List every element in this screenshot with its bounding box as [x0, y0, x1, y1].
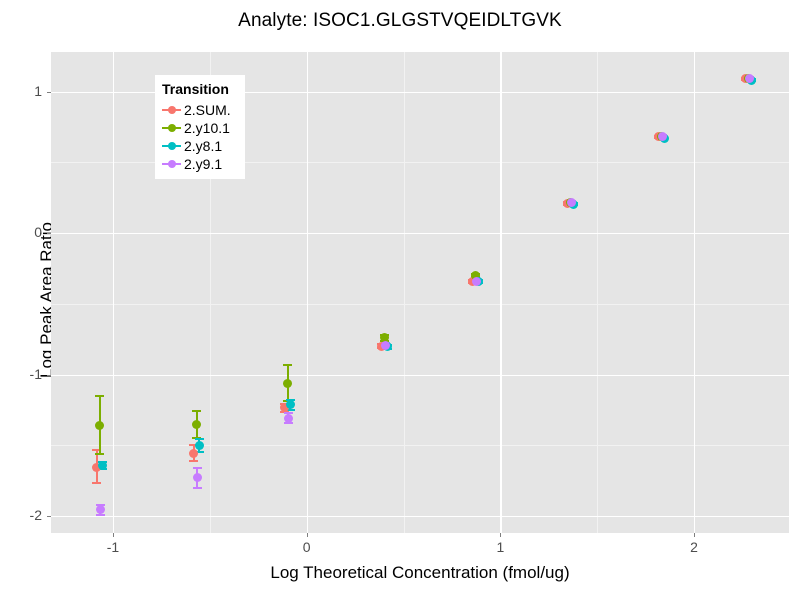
y-axis-tick-label: -2 — [29, 507, 42, 524]
legend-item-label: 2.y9.1 — [184, 156, 223, 172]
data-point — [280, 403, 290, 413]
error-bar-cap — [95, 452, 105, 455]
data-point — [192, 420, 202, 430]
gridline-major-x — [306, 52, 309, 533]
data-point — [92, 462, 102, 472]
gridline-major-y — [51, 516, 789, 518]
legend-swatch-icon — [162, 102, 181, 119]
gridline-major-x — [500, 52, 502, 533]
error-bar-cap — [194, 437, 204, 440]
error-bar-cap — [285, 408, 295, 411]
gridline-major-y — [51, 374, 789, 376]
legend-swatch-icon — [162, 120, 181, 137]
gridline-minor-x — [403, 52, 405, 533]
error-bar-cap — [194, 450, 204, 453]
data-point — [657, 131, 667, 141]
y-axis-tick-label: 0 — [34, 224, 42, 241]
data-point — [285, 400, 295, 410]
data-point — [566, 197, 576, 207]
data-point — [192, 473, 202, 483]
x-axis-tick-label: 2 — [690, 539, 698, 555]
data-point — [471, 276, 481, 286]
x-axis-tick-label: 0 — [302, 539, 311, 555]
legend-item[interactable]: 2.SUM. — [162, 101, 238, 119]
gridline-major-y — [51, 233, 789, 235]
legend-entries: 2.SUM. 2.y10.1 2.y8.1 2.y9.1 — [162, 101, 238, 173]
data-point — [194, 440, 204, 450]
page-title: Analyte: ISOC1.GLGSTVQEIDLTGVK — [238, 10, 562, 31]
data-point — [189, 448, 199, 458]
error-bar-cap — [95, 503, 105, 506]
x-axis-tick-label: -1 — [106, 539, 120, 555]
legend-swatch-icon — [162, 156, 181, 173]
error-bar-cap — [95, 394, 105, 397]
data-point — [95, 505, 105, 515]
error-bar-cap — [189, 459, 199, 462]
legend-swatch-icon — [162, 138, 181, 155]
error-bar-cap — [92, 482, 102, 485]
error-bar-cap — [192, 466, 202, 469]
data-point — [283, 413, 293, 423]
legend-item[interactable]: 2.y10.1 — [162, 119, 238, 137]
legend-item-label: 2.y8.1 — [184, 138, 223, 154]
gridline-major-x — [694, 52, 696, 533]
legend-item[interactable]: 2.y8.1 — [162, 137, 238, 155]
error-bar-cap — [285, 399, 295, 402]
data-point — [380, 333, 390, 343]
data-point — [97, 460, 107, 470]
x-axis-tick — [306, 533, 308, 537]
y-axis-tick-label: -1 — [29, 365, 42, 382]
gridline-minor-x — [597, 52, 599, 533]
y-axis-tick — [47, 516, 51, 518]
x-axis-label: Log Theoretical Concentration (fmol/ug) — [270, 563, 570, 582]
error-bar-cap — [283, 363, 293, 366]
x-axis-tick — [500, 533, 502, 537]
legend-title: Transition — [162, 81, 229, 97]
data-point — [380, 341, 390, 351]
gridline-minor-y — [51, 162, 789, 164]
data-point — [95, 420, 105, 430]
y-axis-tick — [47, 233, 51, 235]
gridline-major-y — [51, 91, 789, 93]
legend-item[interactable]: 2.y9.1 — [162, 155, 238, 173]
legend-item-label: 2.SUM. — [184, 102, 231, 118]
y-axis-tick-label: 1 — [34, 82, 42, 99]
error-bar-cap — [95, 513, 105, 516]
gridline-major-x — [112, 52, 115, 533]
gridline-minor-y — [51, 303, 789, 305]
x-axis-tick — [112, 533, 114, 537]
gridline-minor-y — [51, 445, 789, 447]
x-axis-tick-label: 1 — [496, 539, 505, 555]
error-bar-cap — [92, 448, 102, 451]
legend: Transition 2.SUM. 2.y10.1 2.y8.1 2.y9.1 — [155, 75, 245, 179]
error-bar-cap — [192, 409, 202, 412]
gridline-minor-x — [209, 52, 211, 533]
error-bar-cap — [189, 444, 199, 447]
error-bar-cap — [283, 412, 293, 415]
error-bar-cap — [192, 486, 202, 489]
y-axis-tick — [47, 91, 51, 93]
y-axis-tick — [47, 374, 51, 376]
legend-item-label: 2.y10.1 — [184, 120, 230, 136]
data-point — [744, 73, 754, 83]
data-point — [283, 378, 293, 388]
error-bar-cap — [280, 411, 290, 414]
x-axis-tick — [694, 533, 696, 537]
data-point — [471, 271, 481, 281]
error-bar-cap — [283, 422, 293, 425]
